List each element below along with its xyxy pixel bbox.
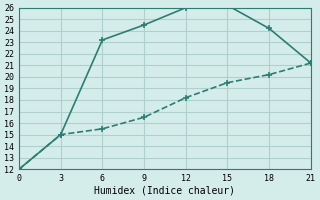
X-axis label: Humidex (Indice chaleur): Humidex (Indice chaleur) — [94, 186, 236, 196]
